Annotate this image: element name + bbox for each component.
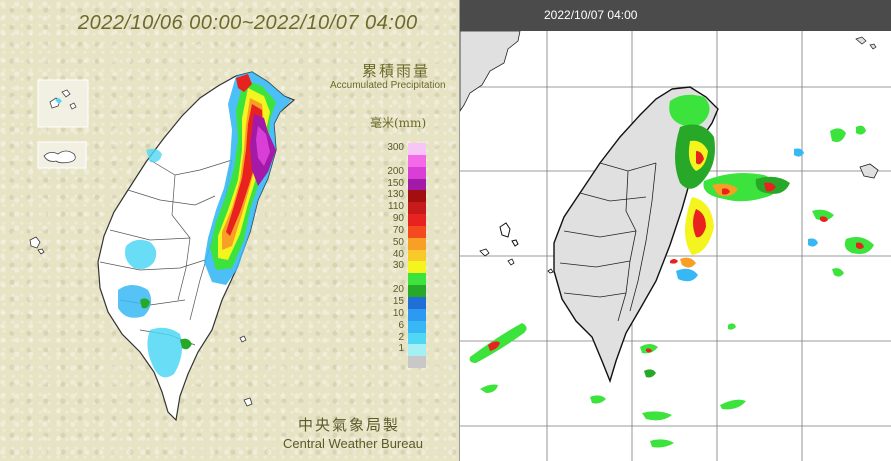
legend-item: 10 [380,307,426,321]
credit-english: Central Weather Bureau [283,436,423,451]
ryukyu-islets [855,36,877,50]
legend-swatch [408,308,426,321]
kinmen-island [43,150,76,164]
small-islets-radar [479,248,554,274]
accumulated-rainfall-map-panel: 2022/10/06 00:00~2022/10/07 04:00 累積雨量 A… [0,0,459,461]
radar-header-bar: 2022/10/07 04:00 [460,0,891,31]
legend-item-label: 20 [392,284,404,296]
legend-item-label: 90 [392,213,404,225]
rain-patch-south [118,285,152,318]
rain-patch-south-green [140,298,150,309]
kinmen-inset-box [37,141,87,169]
penghu-inset-box [37,79,89,128]
legend-title-english: Accumulated Precipitation [330,80,446,91]
legend-item-label: 1 [398,343,404,355]
legend-item-label: 150 [387,177,404,189]
legend-title-chinese: 累積雨量 [362,62,431,80]
legend-item: 90 [380,213,426,226]
legend-swatch [408,190,426,203]
legend-swatch [408,261,426,274]
legend-item: 1 [380,343,426,357]
rain-zone-magenta [256,126,270,166]
legend-item [380,356,426,369]
legend-item: 40 [380,248,426,262]
legend-item-label: 300 [387,142,404,153]
rain-zone-north-red [236,74,252,92]
radar-echoes [469,94,874,448]
legend-item: 200 [380,165,426,179]
rainfall-legend-scale: 300 200 150 130 110 90 70 50 40 30 20 15… [380,142,426,369]
legend-item: 50 [380,236,426,250]
legend-swatch [408,285,426,297]
legend-item-label: 2 [398,331,404,343]
rain-patch-southeast-green [180,338,192,350]
rain-patch-central [125,239,157,270]
legend-item: 6 [380,319,426,333]
legend-unit: 毫米(mm) [370,116,427,130]
green-orchid-islands [239,335,253,407]
legend-swatch [408,154,426,167]
legend-item: 30 [380,260,426,274]
legend-swatch [408,296,426,309]
legend-item [380,154,426,167]
credit-chinese: 中央氣象局製 [298,416,401,434]
legend-swatch [408,202,426,215]
legend-item-label: 130 [387,189,404,201]
radar-timestamp: 2022/10/07 04:00 [544,8,638,22]
county-borders-radar [559,162,657,322]
legend-item: 130 [380,189,426,203]
legend-item-label: 40 [392,248,404,260]
legend-swatch [408,225,426,238]
panel-divider [459,0,460,461]
legend-item: 70 [380,224,426,238]
legend-item: 20 [380,284,426,297]
legend-item-label: 200 [387,165,404,177]
radar-map-panel: 2022/10/07 04:00 [460,0,891,461]
legend-item: 2 [380,331,426,345]
legend-swatch [408,178,426,191]
legend-item: 110 [380,201,426,215]
legend-item-label: 6 [398,319,404,331]
legend-item-label: 70 [392,224,404,236]
left-map-title: 2022/10/06 00:00~2022/10/07 04:00 [78,12,418,34]
legend-item-label: 50 [392,236,404,248]
legend-swatch [408,273,426,286]
yonaguni-island [859,163,879,179]
legend-item: 15 [380,295,426,309]
legend-swatch [408,237,426,250]
rain-patch-southeast [147,327,182,378]
legend-item [380,273,426,286]
legend-item-label: 110 [388,201,404,213]
penghu-rain [55,98,62,104]
radar-composite-map [460,31,891,461]
penghu-main-islands [29,236,45,255]
penghu-islands-radar [499,222,519,247]
legend-item-label: 15 [392,295,404,307]
legend-item: 150 [380,177,426,191]
legend-swatch [408,249,426,262]
legend-swatch [408,214,426,226]
legend-swatch [408,166,426,179]
legend-swatch [408,332,426,345]
rain-patch-north [146,148,162,163]
legend-swatch [408,320,426,333]
legend-item: 300 [380,142,426,155]
legend-swatch [408,356,426,369]
legend-swatch [408,143,426,155]
taiwan-rainfall-map [29,71,296,422]
legend-swatch [408,344,426,357]
china-coastline [460,31,521,112]
legend-item-label: 30 [392,260,404,272]
legend-item-label: 10 [392,307,404,319]
